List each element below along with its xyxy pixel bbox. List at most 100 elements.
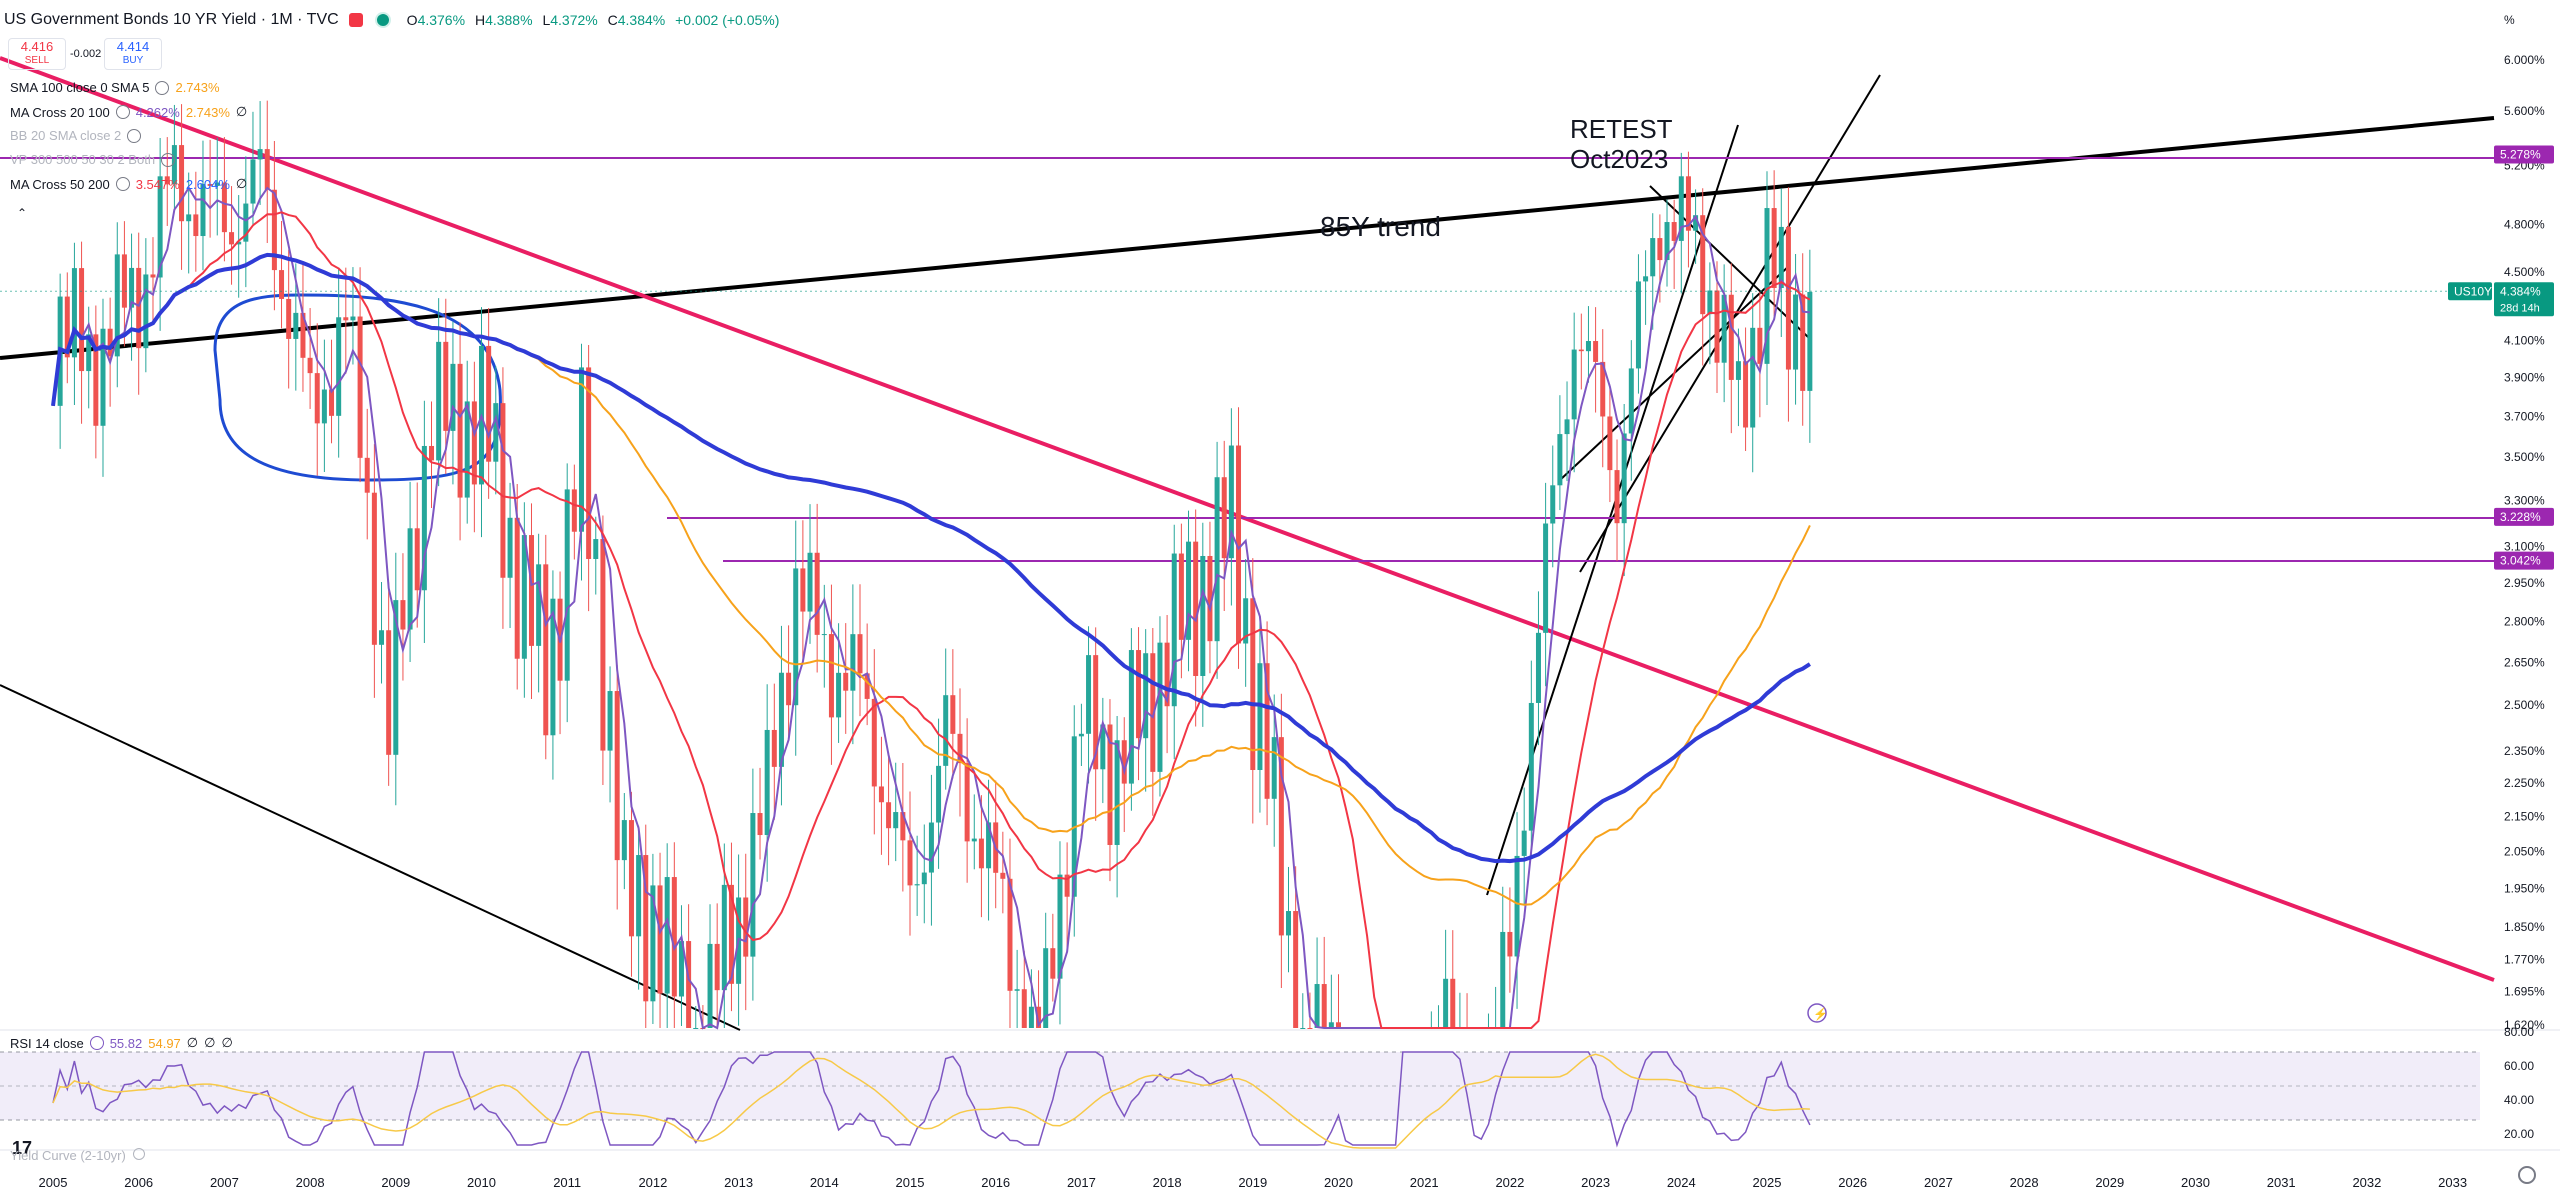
- candle-body: [1528, 702, 1534, 831]
- candle-body: [1707, 290, 1713, 315]
- annotation-85y-trend[interactable]: 85Y trend: [1320, 211, 1441, 242]
- candle-body: [914, 884, 920, 886]
- candle-body: [79, 268, 85, 372]
- settings-icon[interactable]: [115, 105, 130, 119]
- price-tick: 3.700%: [2504, 409, 2545, 423]
- year-tick: 2012: [638, 1175, 667, 1190]
- price-axis[interactable]: 6.000%5.600%5.200%4.800%4.500%4.100%3.90…: [2504, 13, 2545, 1141]
- indicator-name: BB 20 SMA close 2: [10, 128, 122, 143]
- flag-icon[interactable]: [348, 13, 363, 27]
- candle-body: [678, 941, 684, 997]
- candle-body: [578, 367, 584, 532]
- settings-icon[interactable]: [89, 1036, 104, 1050]
- sell-label: SELL: [24, 55, 50, 66]
- lightning-icon[interactable]: [1807, 1003, 1827, 1023]
- candle-body: [907, 840, 913, 886]
- buy-button[interactable]: 4.414 BUY: [104, 38, 162, 70]
- buy-price: 4.414: [116, 39, 150, 54]
- gear-icon[interactable]: [2518, 1166, 2536, 1184]
- candle-body: [250, 159, 256, 204]
- candle-body: [1086, 655, 1092, 734]
- settings-icon[interactable]: [155, 80, 170, 95]
- candle-body: [1721, 294, 1727, 363]
- symbol-title[interactable]: US Government Bonds 10 YR Yield · 1M · T…: [4, 11, 339, 28]
- indicator-row[interactable]: BB 20 SMA close 2: [10, 128, 142, 143]
- collapse-legend-icon[interactable]: ⌃: [16, 206, 28, 220]
- candle-body: [878, 786, 884, 803]
- candle-body: [600, 539, 606, 751]
- candle-body: [571, 489, 577, 532]
- candle-body: [1693, 215, 1699, 231]
- candle-body: [421, 445, 427, 591]
- annotation-retest[interactable]: RETEST: [1570, 114, 1673, 144]
- price-tick: 2.500%: [2504, 698, 2545, 712]
- year-tick: 2015: [896, 1175, 925, 1190]
- eye-hidden-icon[interactable]: [161, 152, 176, 167]
- candle-body: [1514, 855, 1520, 957]
- ohlc-values: O4.376% H4.388% L4.372% C4.384% +0.002 (…: [407, 12, 786, 28]
- candle-body: [100, 328, 106, 426]
- rsi-empty-2: ∅: [204, 1035, 216, 1050]
- sell-button[interactable]: 4.416 SELL: [8, 38, 66, 70]
- settings-icon[interactable]: [115, 177, 130, 191]
- candle-body: [1793, 294, 1799, 370]
- rsi-tick: 40.00: [2504, 1093, 2534, 1107]
- candle-body: [1585, 341, 1591, 352]
- rsi-group: [52, 1051, 1811, 1149]
- candle-body: [721, 884, 727, 991]
- indicator-row[interactable]: SMA 100 close 0 SMA 5 2.743%: [10, 80, 220, 95]
- eye-hidden-icon[interactable]: [127, 128, 142, 143]
- candle-body: [664, 877, 670, 994]
- candle-body: [150, 274, 156, 278]
- candle-body: [1064, 874, 1070, 897]
- trendline-lower[interactable]: [0, 684, 741, 1031]
- candle-body: [1614, 470, 1620, 524]
- candle-body: [1635, 281, 1641, 369]
- year-tick: 2023: [1581, 1175, 1610, 1190]
- year-tick: 2011: [553, 1175, 581, 1190]
- indicator-name: VP 300 500 50 30 2 Both: [10, 152, 156, 167]
- candle-body: [1164, 642, 1170, 707]
- time-axis[interactable]: 2005 2006 2007 2008 2009 2010 2011 2012 2013 2014…: [39, 1175, 2468, 1190]
- candle-body: [836, 672, 842, 718]
- candle-body: [507, 517, 513, 578]
- candle-body: [1193, 541, 1199, 676]
- candle-body: [1507, 931, 1513, 957]
- candle-body: [943, 695, 949, 766]
- axis-badge-text: 3.042%: [2500, 554, 2541, 568]
- annotation-oct2023[interactable]: Oct2023: [1570, 144, 1668, 174]
- rsi-legend[interactable]: RSI 14 close 55.82 54.97 ∅ ∅ ∅: [10, 1035, 233, 1051]
- lightning-glyph: ⚡: [1813, 1007, 1828, 1021]
- candle-body: [243, 203, 249, 242]
- candle-body: [1014, 989, 1020, 991]
- indicator-row[interactable]: VP 300 500 50 30 2 Both: [10, 152, 176, 167]
- last-price-text: 4.384%: [2500, 284, 2541, 298]
- market-status-icon[interactable]: [374, 12, 391, 28]
- spread-value: -0.002: [70, 48, 102, 60]
- candle-body: [1264, 663, 1270, 799]
- candle-body: [1728, 294, 1734, 380]
- indicator-row[interactable]: MA Cross 50 200 3.547% 2.604% ∅: [10, 176, 247, 192]
- indicator-row[interactable]: MA Cross 20 100 4.262% 2.743% ∅: [10, 104, 247, 120]
- year-tick: 2018: [1153, 1175, 1182, 1190]
- candle-body: [586, 367, 592, 559]
- axis-badge-text: 5.278%: [2500, 147, 2541, 161]
- yield-curve-legend[interactable]: Yield Curve (2-10yr): [10, 1148, 146, 1163]
- axis-badge: [2494, 145, 2554, 164]
- ma-line-5: [52, 185, 1811, 1030]
- candle-body: [107, 328, 113, 357]
- candle-body: [628, 820, 634, 937]
- year-tick: 2006: [124, 1175, 153, 1190]
- tradingview-logo[interactable]: 17: [12, 1138, 33, 1158]
- rsi-ma-value: 54.97: [148, 1035, 181, 1051]
- year-tick: 2021: [1410, 1175, 1439, 1190]
- candle-body: [464, 401, 470, 498]
- candle-body: [1171, 553, 1177, 707]
- candle-body: [593, 539, 599, 559]
- candle-body: [536, 564, 542, 646]
- price-tick: 1.770%: [2504, 953, 2545, 967]
- eye-icon[interactable]: [133, 1148, 146, 1160]
- candle-body: [800, 568, 806, 612]
- indicator-name: MA Cross 20 100: [10, 104, 110, 120]
